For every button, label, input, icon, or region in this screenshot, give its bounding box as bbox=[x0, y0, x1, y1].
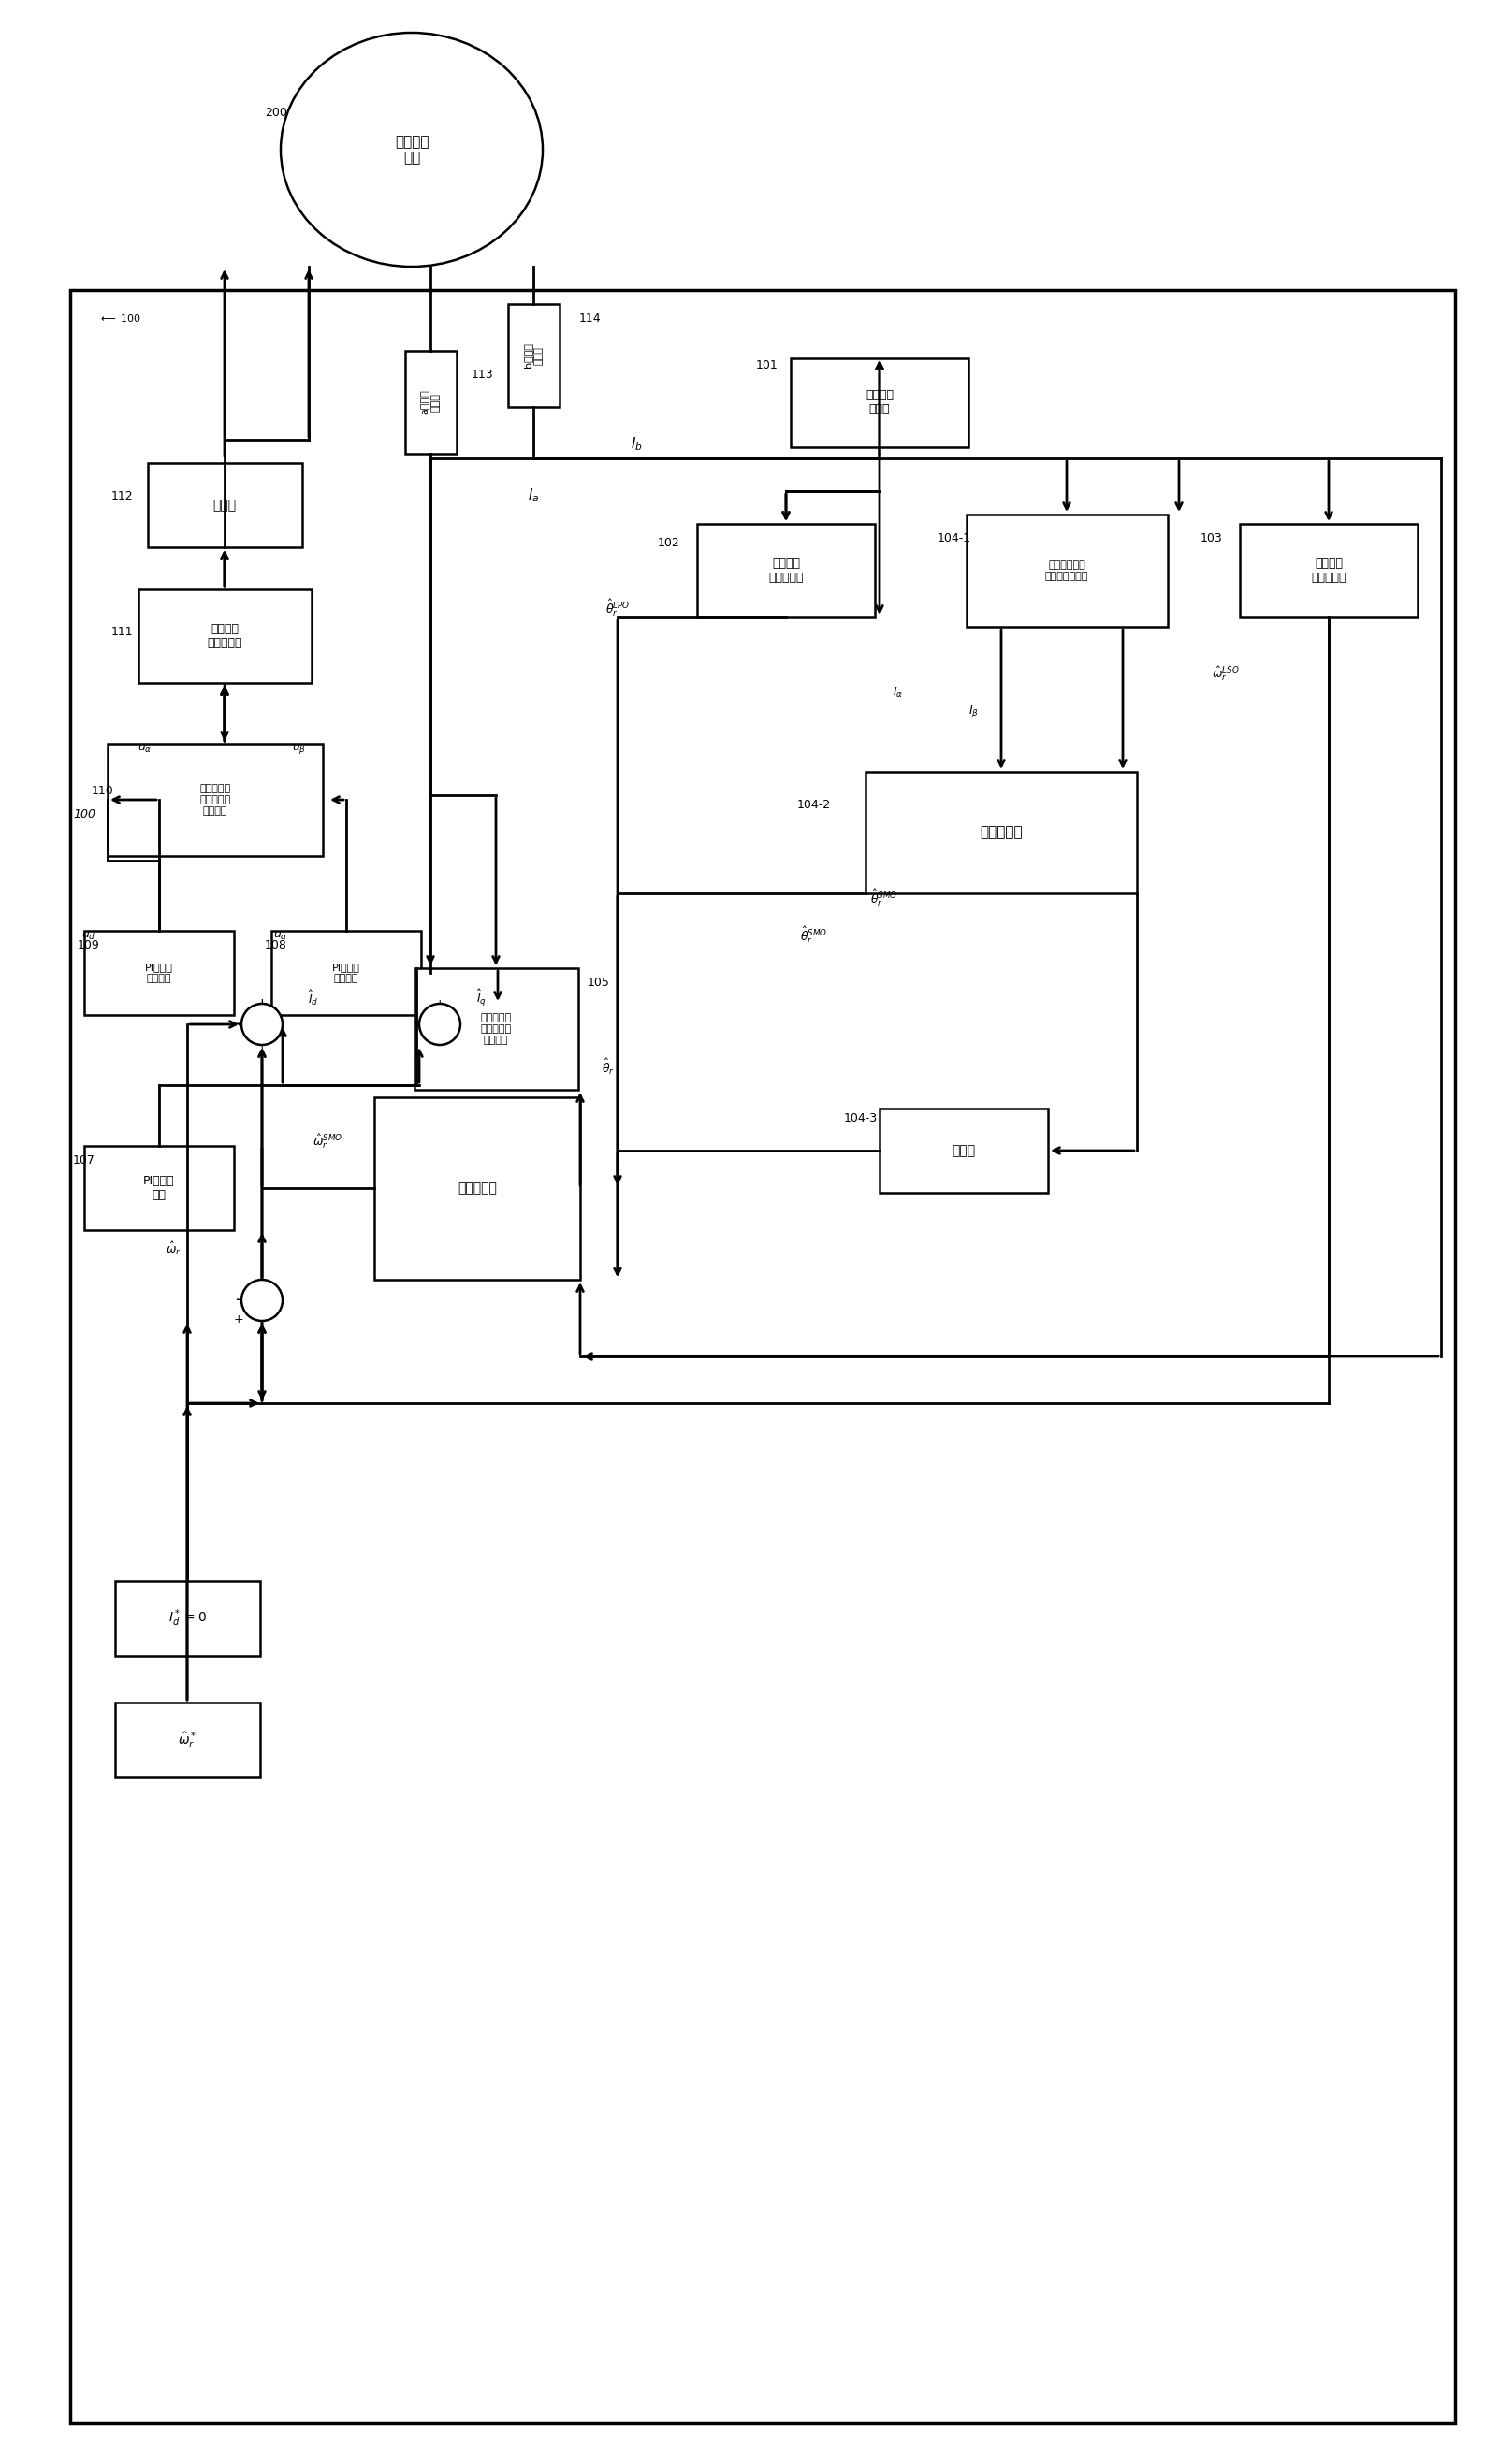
Text: b相电流
传感器: b相电流 传感器 bbox=[523, 342, 544, 367]
Text: −: − bbox=[234, 1015, 249, 1032]
Bar bbox=[114, 1703, 259, 1777]
Text: $\hat{\omega}^{SMO}_r$: $\hat{\omega}^{SMO}_r$ bbox=[312, 1131, 343, 1151]
Text: $I_a$: $I_a$ bbox=[528, 488, 540, 505]
Bar bbox=[865, 771, 1136, 894]
Circle shape bbox=[241, 1003, 283, 1045]
Text: 104-2: 104-2 bbox=[797, 798, 830, 811]
Text: 104-3: 104-3 bbox=[844, 1111, 878, 1124]
Bar bbox=[271, 931, 421, 1015]
Text: $\hat{\omega}^{LSO}_r$: $\hat{\omega}^{LSO}_r$ bbox=[1213, 665, 1240, 683]
Text: $\hat{\theta}^{SMO}_r$: $\hat{\theta}^{SMO}_r$ bbox=[871, 887, 898, 909]
Text: $I_\beta$: $I_\beta$ bbox=[968, 702, 979, 719]
Text: +: + bbox=[256, 1274, 267, 1286]
Text: a相电流
传感器: a相电流 传感器 bbox=[420, 389, 441, 414]
Text: $u_\alpha$: $u_\alpha$ bbox=[138, 742, 153, 754]
Text: 三相静止坐标
静止坐标变换器: 三相静止坐标 静止坐标变换器 bbox=[1045, 559, 1088, 582]
Text: $I^*_d=0$: $I^*_d=0$ bbox=[168, 1609, 207, 1629]
Bar bbox=[790, 357, 968, 446]
Text: $I_b$: $I_b$ bbox=[630, 436, 642, 453]
Text: 低速转子
速度观测器: 低速转子 速度观测器 bbox=[1312, 557, 1346, 584]
Text: −: − bbox=[234, 1291, 249, 1308]
Text: +: + bbox=[435, 998, 445, 1010]
Text: 111: 111 bbox=[111, 626, 133, 638]
Circle shape bbox=[420, 1003, 460, 1045]
Bar bbox=[375, 1096, 580, 1279]
Text: 200: 200 bbox=[265, 106, 288, 118]
Text: $\hat{\theta}^{SMO}_r$: $\hat{\theta}^{SMO}_r$ bbox=[800, 924, 827, 946]
Text: 114: 114 bbox=[579, 313, 601, 325]
Text: $u_\beta$: $u_\beta$ bbox=[292, 742, 307, 756]
Text: 112: 112 bbox=[111, 490, 133, 503]
Text: 100: 100 bbox=[73, 808, 96, 821]
Text: PI直轴电
流控制器: PI直轴电 流控制器 bbox=[145, 963, 172, 983]
Text: 108: 108 bbox=[265, 939, 288, 951]
Circle shape bbox=[241, 1279, 283, 1321]
Bar bbox=[147, 463, 301, 547]
Bar bbox=[1240, 525, 1418, 618]
Bar bbox=[508, 303, 559, 407]
Ellipse shape bbox=[280, 32, 543, 266]
Text: 109: 109 bbox=[78, 939, 100, 951]
Text: +: + bbox=[234, 1313, 243, 1326]
Text: $\hat{I}_q$: $\hat{I}_q$ bbox=[477, 988, 487, 1008]
Text: 三相静止向
两相旋转坐
标变换器: 三相静止向 两相旋转坐 标变换器 bbox=[480, 1013, 511, 1045]
Text: $\hat{I}_d$: $\hat{I}_d$ bbox=[309, 988, 319, 1008]
Text: 两相旋转向
两相静止坐
标变换器: 两相旋转向 两相静止坐 标变换器 bbox=[199, 784, 231, 816]
Bar bbox=[84, 1146, 234, 1230]
Text: +: + bbox=[256, 1040, 267, 1052]
Text: $u_q$: $u_q$ bbox=[274, 929, 288, 941]
Bar bbox=[405, 350, 456, 453]
Text: 前置低通
滤波器: 前置低通 滤波器 bbox=[865, 389, 893, 416]
Text: 逆变器: 逆变器 bbox=[213, 498, 237, 513]
Text: −: − bbox=[412, 1015, 426, 1032]
Text: 113: 113 bbox=[471, 367, 493, 379]
Text: 104-1: 104-1 bbox=[937, 532, 971, 545]
Text: 103: 103 bbox=[1201, 532, 1223, 545]
Text: +: + bbox=[256, 998, 268, 1010]
Text: $\longleftarrow$ 100: $\longleftarrow$ 100 bbox=[97, 313, 141, 323]
Text: 110: 110 bbox=[91, 784, 114, 796]
Text: 101: 101 bbox=[755, 360, 778, 372]
Text: 滑模观测器: 滑模观测器 bbox=[980, 825, 1022, 840]
Text: 107: 107 bbox=[73, 1153, 96, 1165]
Bar bbox=[138, 589, 312, 683]
Text: 空间矢量
脉宽控制器: 空间矢量 脉宽控制器 bbox=[207, 623, 243, 648]
Bar bbox=[70, 291, 1456, 2422]
Text: $u_d$: $u_d$ bbox=[81, 929, 96, 941]
Bar bbox=[414, 968, 577, 1089]
Text: $\hat{\omega}^*_r$: $\hat{\omega}^*_r$ bbox=[178, 1730, 196, 1749]
Bar bbox=[880, 1109, 1048, 1193]
Bar bbox=[84, 931, 234, 1015]
Text: PI速度控
制器: PI速度控 制器 bbox=[144, 1175, 175, 1200]
Bar bbox=[108, 744, 322, 855]
Text: 低速转子
位置观测器: 低速转子 位置观测器 bbox=[769, 557, 803, 584]
Text: 永磁同步
电机: 永磁同步 电机 bbox=[394, 136, 429, 165]
Bar bbox=[697, 525, 875, 618]
Text: $\hat{\theta}_r$: $\hat{\theta}_r$ bbox=[601, 1057, 615, 1077]
Bar bbox=[114, 1582, 259, 1656]
Text: $\hat{\theta}^{LPO}_r$: $\hat{\theta}^{LPO}_r$ bbox=[606, 596, 630, 618]
Text: 模式转换器: 模式转换器 bbox=[457, 1180, 496, 1195]
Bar bbox=[967, 515, 1168, 626]
Text: 微分器: 微分器 bbox=[952, 1143, 976, 1158]
Text: 105: 105 bbox=[588, 976, 610, 988]
Text: 102: 102 bbox=[658, 537, 681, 549]
Text: $\hat{\omega}_r$: $\hat{\omega}_r$ bbox=[165, 1239, 181, 1257]
Text: PI交轴电
流控制器: PI交轴电 流控制器 bbox=[333, 963, 360, 983]
Text: $I_\alpha$: $I_\alpha$ bbox=[893, 685, 904, 700]
